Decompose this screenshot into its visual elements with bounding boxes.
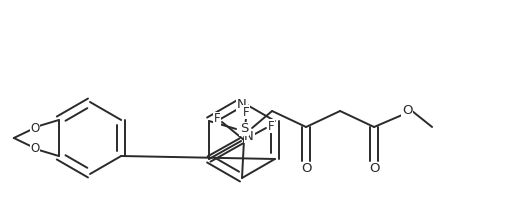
Text: N: N [237,97,247,110]
Text: O: O [402,105,412,118]
Text: F: F [243,105,249,118]
Text: F: F [268,120,274,133]
Text: O: O [301,162,311,175]
Text: O: O [369,162,379,175]
Text: S: S [240,122,248,135]
Text: O: O [30,122,39,135]
Text: N: N [244,130,254,143]
Text: O: O [30,141,39,154]
Text: F: F [214,112,220,126]
